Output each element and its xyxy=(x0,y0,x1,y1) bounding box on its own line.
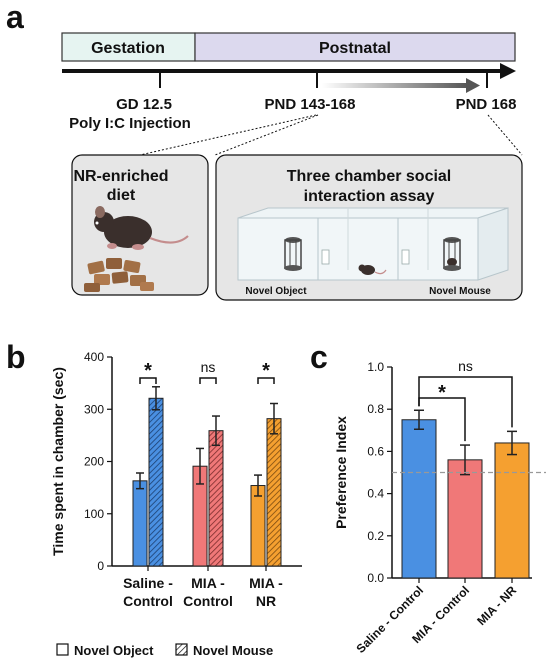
y-tick-label-c: 0.0 xyxy=(367,571,384,585)
panel-c-letter: c xyxy=(310,339,328,375)
x-tick-label-b: MIA - xyxy=(191,575,225,591)
zoom-line-mid xyxy=(214,114,319,156)
y-tick-label-c: 0.8 xyxy=(367,402,384,416)
assay-title-line1: Three chamber social xyxy=(287,168,452,185)
novel-object-label: Novel Object xyxy=(245,286,307,297)
panel-b-letter: b xyxy=(6,339,26,375)
y-tick-label-b: 200 xyxy=(84,455,104,469)
pnd-end-label: PND 168 xyxy=(456,96,517,113)
y-tick-label-b: 300 xyxy=(84,402,104,416)
diet-title-line1: NR-enriched xyxy=(73,168,168,185)
mouse-cage-icon xyxy=(443,237,461,271)
gestation-bar xyxy=(61,32,196,62)
three-chamber-apparatus xyxy=(237,207,509,281)
y-tick-label-c: 0.4 xyxy=(367,487,384,501)
diet-title-line2: diet xyxy=(107,187,136,204)
mouse-eating-illustration xyxy=(94,206,189,250)
y-axis-title-b: Time spent in chamber (sec) xyxy=(50,367,66,556)
bar-preference-index xyxy=(494,442,530,579)
assay-period-arrow xyxy=(322,83,468,88)
bar-novel-mouse xyxy=(208,430,224,567)
x-tick-label-b: Control xyxy=(123,593,173,609)
gd-label: GD 12.5 xyxy=(116,96,172,113)
significance-label: * xyxy=(262,360,270,382)
significance-bracket xyxy=(257,377,275,384)
significance-bracket xyxy=(139,377,157,384)
legend-label-novel-mouse: Novel Mouse xyxy=(193,643,273,658)
panel-a-letter: a xyxy=(6,0,24,35)
bar-novel-mouse xyxy=(266,418,282,567)
y-tick-label-c: 0.6 xyxy=(367,444,384,458)
assay-period-arrowhead xyxy=(466,78,480,93)
test-mouse-icon xyxy=(358,264,387,275)
significance-label: ns xyxy=(201,359,216,375)
bar-novel-object xyxy=(132,480,148,567)
significance-bracket xyxy=(199,377,217,384)
pnd-range-label: PND 143-168 xyxy=(265,96,356,113)
bar-novel-object xyxy=(250,485,266,567)
y-tick-label-c: 0.2 xyxy=(367,529,384,543)
chart-b: 0 100 200 300 400 Time spent in chamber (sec)… xyxy=(50,350,302,658)
y-tick-label-c: 1.0 xyxy=(367,360,384,374)
food-pellets-illustration xyxy=(84,258,154,292)
x-tick-label-c: MIA - NR xyxy=(474,583,519,628)
gestation-label: Gestation xyxy=(91,40,165,57)
postnatal-label: Postnatal xyxy=(319,40,391,57)
x-tick-label-b: Saline - xyxy=(123,575,173,591)
x-tick-label-c: Saline - Control xyxy=(354,583,427,656)
postnatal-bar xyxy=(194,32,516,62)
comparison-bracket xyxy=(418,376,513,428)
legend-swatch-novel-object xyxy=(56,643,69,656)
bar-preference-index xyxy=(401,419,437,579)
object-cage-icon xyxy=(284,237,302,271)
x-tick-label-b: NR xyxy=(256,593,276,609)
bar-preference-index xyxy=(447,459,483,579)
injection-label: Poly I:C Injection xyxy=(69,115,191,132)
x-tick-label-b: Control xyxy=(183,593,233,609)
legend-swatch-novel-mouse xyxy=(175,643,188,656)
chart-c: 0.0 0.2 0.4 0.6 0.8 1.0 Preference Index Saline… xyxy=(333,358,546,656)
y-tick-label-b: 0 xyxy=(97,559,104,573)
timeline-arrowhead xyxy=(500,63,516,79)
y-tick-label-b: 100 xyxy=(84,507,104,521)
y-axis-title-c: Preference Index xyxy=(333,416,349,529)
comparison-label: * xyxy=(438,382,446,404)
novel-mouse-label: Novel Mouse xyxy=(429,286,491,297)
legend-label-novel-object: Novel Object xyxy=(74,643,154,658)
assay-title-line2: interaction assay xyxy=(304,188,435,205)
comparison-label: ns xyxy=(458,358,473,374)
bar-novel-mouse xyxy=(148,397,164,567)
zoom-line-right xyxy=(487,114,523,156)
significance-label: * xyxy=(144,360,152,382)
y-tick-label-b: 400 xyxy=(84,350,104,364)
x-tick-label-b: MIA - xyxy=(249,575,283,591)
